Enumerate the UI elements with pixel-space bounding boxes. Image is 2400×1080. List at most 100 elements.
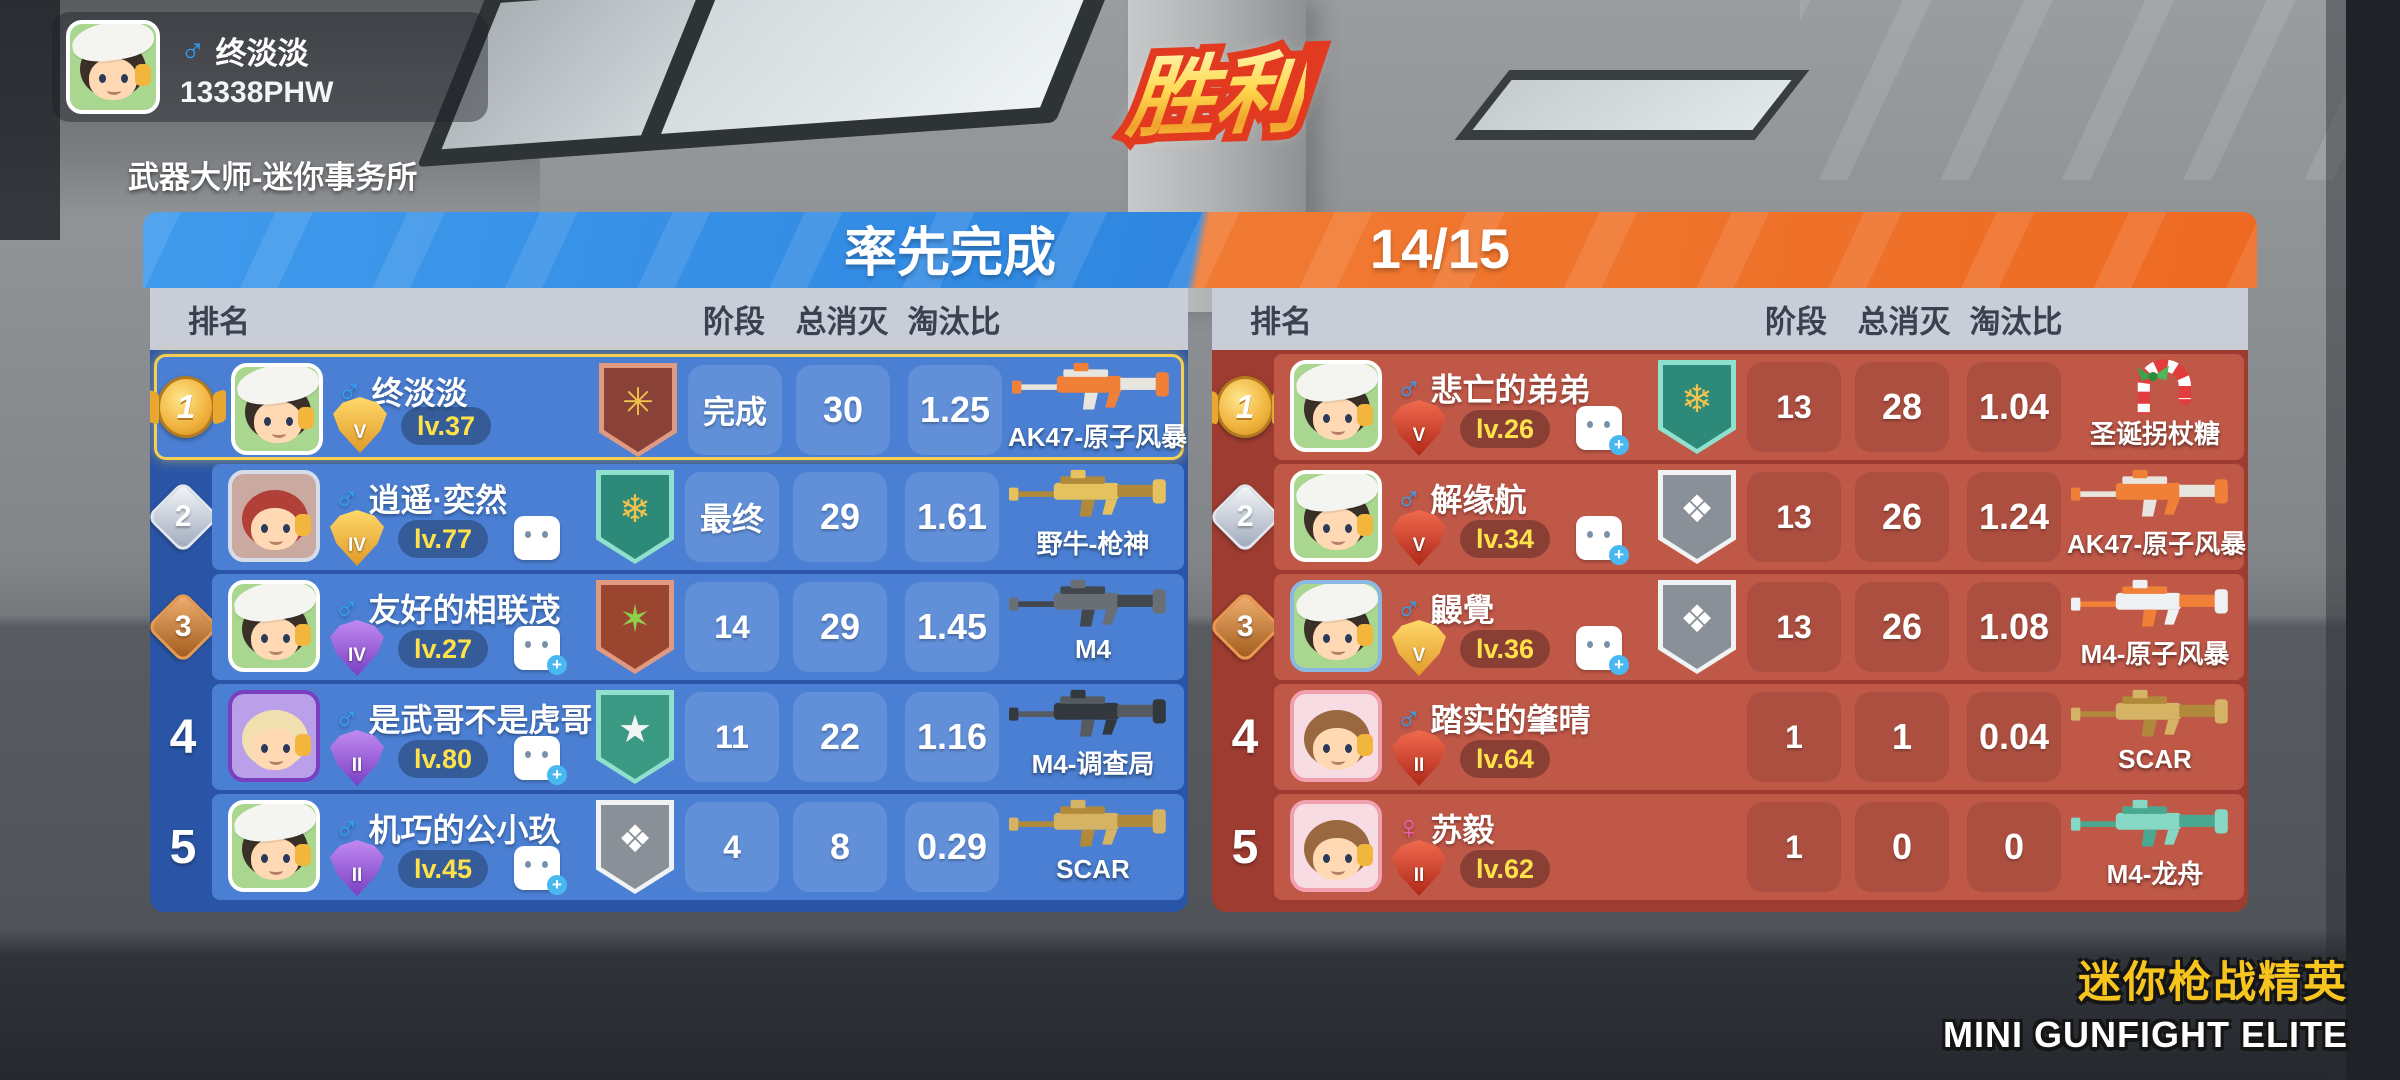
- stage-value: 14: [685, 582, 779, 672]
- level-pill: lv.34: [1460, 520, 1551, 558]
- weapon-icon: [2067, 798, 2243, 854]
- weapon: M4-原子风暴: [2067, 578, 2243, 671]
- badge-tier: II: [1413, 865, 1425, 886]
- add-friend-button[interactable]: +: [514, 516, 560, 560]
- rank-medal: 3: [150, 590, 220, 664]
- rank-indicator: 3: [150, 574, 220, 680]
- rank-badge-icon: II: [1392, 730, 1446, 786]
- kills-value: 29: [793, 582, 887, 672]
- ratio-value: 0.29: [905, 802, 999, 892]
- stage-value: 1: [1747, 692, 1841, 782]
- add-friend-button[interactable]: +: [514, 736, 567, 785]
- column-header-row: 排名 阶段 总消灭 淘汰比: [1212, 288, 2248, 350]
- column-stage: 阶段: [1765, 304, 1827, 340]
- player-name-line: ♂ 终淡淡: [180, 28, 309, 73]
- column-ratio: 淘汰比: [1969, 304, 2063, 340]
- player-avatar[interactable]: [1290, 470, 1382, 562]
- player-row[interactable]: 2 ♂ 解缘航 V lv.34 + ❖ 13 26 1.24: [1212, 464, 2246, 570]
- badge-tier: II: [351, 755, 363, 776]
- plus-icon: +: [1609, 435, 1629, 455]
- player-row-card: ♂ 机巧的公小玖 II lv.45 + ❖ 4 8 0.29 SCAR: [212, 794, 1184, 900]
- player-avatar[interactable]: [228, 690, 320, 782]
- player-name-line: ♂ 机巧的公小玖: [334, 805, 561, 851]
- add-friend-button[interactable]: +: [514, 846, 567, 895]
- player-row[interactable]: 2 ♂ 逍遥·奕然 IV lv.77 + ❄ 最终 29 1.61: [150, 464, 1184, 570]
- rank-medal: 2: [1212, 480, 1282, 554]
- rank-number: 2: [174, 500, 192, 533]
- player-name-line: ♀ 苏毅: [1396, 805, 1495, 851]
- avatar-face: [89, 58, 137, 100]
- weapon-icon: [1008, 361, 1184, 417]
- weapon-icon: [1005, 468, 1181, 524]
- player-name: 逍遥·奕然: [368, 482, 508, 518]
- add-friend-button[interactable]: +: [1576, 516, 1629, 565]
- panel-blue: 排名 阶段 总消灭 淘汰比 1 ♂ 终淡淡 V lv.37 + ✳: [150, 288, 1188, 912]
- player-row[interactable]: 5 ♂ 机巧的公小玖 II lv.45 + ❖ 4 8 0.29: [154, 794, 1184, 900]
- game-mode-label: 武器大师-迷你事务所: [128, 160, 418, 195]
- player-avatar[interactable]: [228, 470, 320, 562]
- gender-icon: ♂: [1396, 368, 1422, 407]
- weapon: SCAR: [1005, 798, 1181, 885]
- team-rows: 1 ♂ 终淡淡 V lv.37 + ✳ 完成 30 1.25: [150, 350, 1188, 900]
- player-avatar[interactable]: [66, 20, 160, 114]
- player-name-line: ♂ 是武哥不是虎哥: [334, 695, 593, 741]
- game-branding: 迷你枪战精英 MINI GUNFIGHT ELITE: [1943, 948, 2348, 1056]
- player-avatar[interactable]: [231, 363, 323, 455]
- player-row[interactable]: 1 ♂ 终淡淡 V lv.37 + ✳ 完成 30 1.25: [154, 354, 1187, 460]
- player-avatar[interactable]: [228, 580, 320, 672]
- ratio-value: 1.16: [905, 692, 999, 782]
- kills-value: 22: [793, 692, 887, 782]
- stage-value: 13: [1747, 582, 1841, 672]
- player-row[interactable]: 4 ♂ 踏实的肇晴 II lv.64 + 1 1 0.04: [1216, 684, 2244, 790]
- gender-icon: ♂: [1396, 698, 1422, 737]
- player-row[interactable]: 5 ♀ 苏毅 II lv.62 + 1 0 0: [1216, 794, 2244, 900]
- add-friend-button[interactable]: +: [514, 626, 567, 675]
- rank-medal: 5: [1232, 820, 1259, 875]
- rank-indicator: 3: [1212, 574, 1282, 680]
- player-name-line: ♂ 逍遥·奕然: [334, 475, 507, 521]
- banner-emblem-icon: ✳: [622, 382, 654, 424]
- rank-indicator: 4: [1216, 684, 1274, 790]
- ratio-value: 0.04: [1967, 692, 2061, 782]
- player-avatar[interactable]: [1290, 690, 1382, 782]
- player-row[interactable]: 3 ♂ 友好的相联茂 IV lv.27 + ✶ 14 29 1.45: [150, 574, 1184, 680]
- panel-red: 排名 阶段 总消灭 淘汰比 1 ♂ 悲亡的弟弟 V lv.26 + ❄: [1212, 288, 2248, 912]
- weapon: AK47-原子风暴: [1008, 361, 1187, 454]
- gender-icon: ♂: [1396, 478, 1422, 517]
- avatar-face: [1313, 838, 1361, 880]
- avatar-headphones: [1357, 404, 1373, 426]
- stage-banner-icon: ❖: [596, 800, 674, 894]
- stage-value: 13: [1747, 472, 1841, 562]
- weapon-name: SCAR: [1056, 854, 1130, 884]
- player-avatar[interactable]: [228, 800, 320, 892]
- player-avatar[interactable]: [1290, 360, 1382, 452]
- ratio-value: 0: [1967, 802, 2061, 892]
- column-ratio: 淘汰比: [907, 304, 1001, 340]
- column-stage: 阶段: [703, 304, 765, 340]
- player-row[interactable]: 3 ♂ 鼹覺 V lv.36 + ❖ 13 26 1.08: [1212, 574, 2244, 680]
- avatar-headphones: [295, 844, 311, 866]
- add-friend-button[interactable]: +: [1576, 626, 1629, 675]
- player-row[interactable]: 4 ♂ 是武哥不是虎哥 II lv.80 + ★ 11 22 1.16: [154, 684, 1184, 790]
- player-row[interactable]: 1 ♂ 悲亡的弟弟 V lv.26 + ❄ 13 28 1.04: [1216, 354, 2244, 460]
- player-name-line: ♂ 悲亡的弟弟: [1396, 365, 1591, 411]
- ratio-value: 1.08: [1967, 582, 2061, 672]
- weapon: 圣诞拐杖糖: [2067, 358, 2243, 451]
- weapon-name: SCAR: [2118, 744, 2192, 774]
- column-rank: 排名: [188, 304, 250, 340]
- wall-edge-band: [2326, 0, 2346, 1080]
- player-avatar[interactable]: [1290, 580, 1382, 672]
- level-pill: lv.45: [398, 850, 489, 888]
- kills-value: 29: [793, 472, 887, 562]
- level-pill: lv.26: [1460, 410, 1551, 448]
- player-avatar[interactable]: [1290, 800, 1382, 892]
- weapon-name: M4-原子风暴: [2080, 639, 2230, 669]
- add-friend-button[interactable]: +: [1576, 406, 1629, 455]
- kills-value: 0: [1855, 802, 1949, 892]
- rank-indicator: 1: [1216, 354, 1274, 460]
- kills-value: 28: [1855, 362, 1949, 452]
- avatar-face: [1313, 398, 1361, 440]
- weapon-name: 圣诞拐杖糖: [2089, 419, 2220, 449]
- plus-icon: +: [1609, 655, 1629, 675]
